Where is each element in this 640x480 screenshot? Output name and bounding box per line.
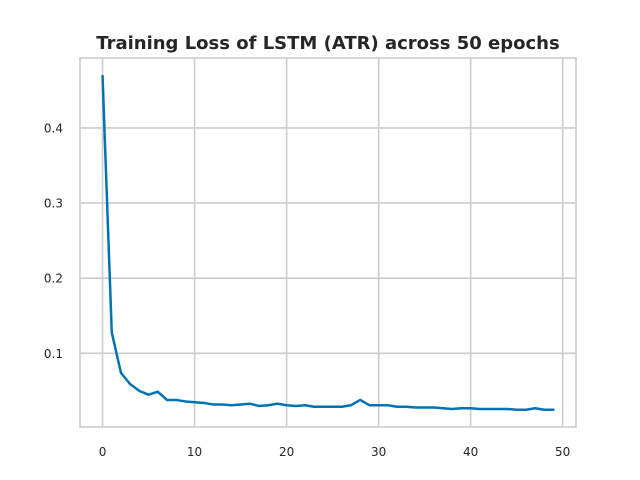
- x-tick-label: 30: [371, 445, 386, 459]
- plot-frame: [79, 57, 577, 428]
- y-tick-label: 0.3: [44, 197, 63, 211]
- y-tick-label: 0.2: [44, 272, 63, 286]
- x-tick-label: 20: [279, 445, 294, 459]
- y-tick-labels: 0.1 0.2 0.3 0.4: [44, 121, 63, 360]
- horizontal-gridlines: [80, 127, 576, 355]
- y-tick-label: 0.4: [44, 121, 63, 135]
- x-tick-label: 40: [463, 445, 478, 459]
- series-line: [101, 74, 555, 411]
- y-tick-label: 0.1: [44, 347, 63, 361]
- x-tick-label: 10: [187, 445, 202, 459]
- x-tick-labels: 0 10 20 30 40 50: [99, 445, 571, 459]
- plot-background: [80, 58, 576, 427]
- x-tick-label: 0: [99, 445, 107, 459]
- vertical-gridlines: [101, 58, 564, 427]
- chart-title: Training Loss of LSTM (ATR) across 50 ep…: [96, 33, 559, 54]
- x-tick-label: 50: [555, 445, 570, 459]
